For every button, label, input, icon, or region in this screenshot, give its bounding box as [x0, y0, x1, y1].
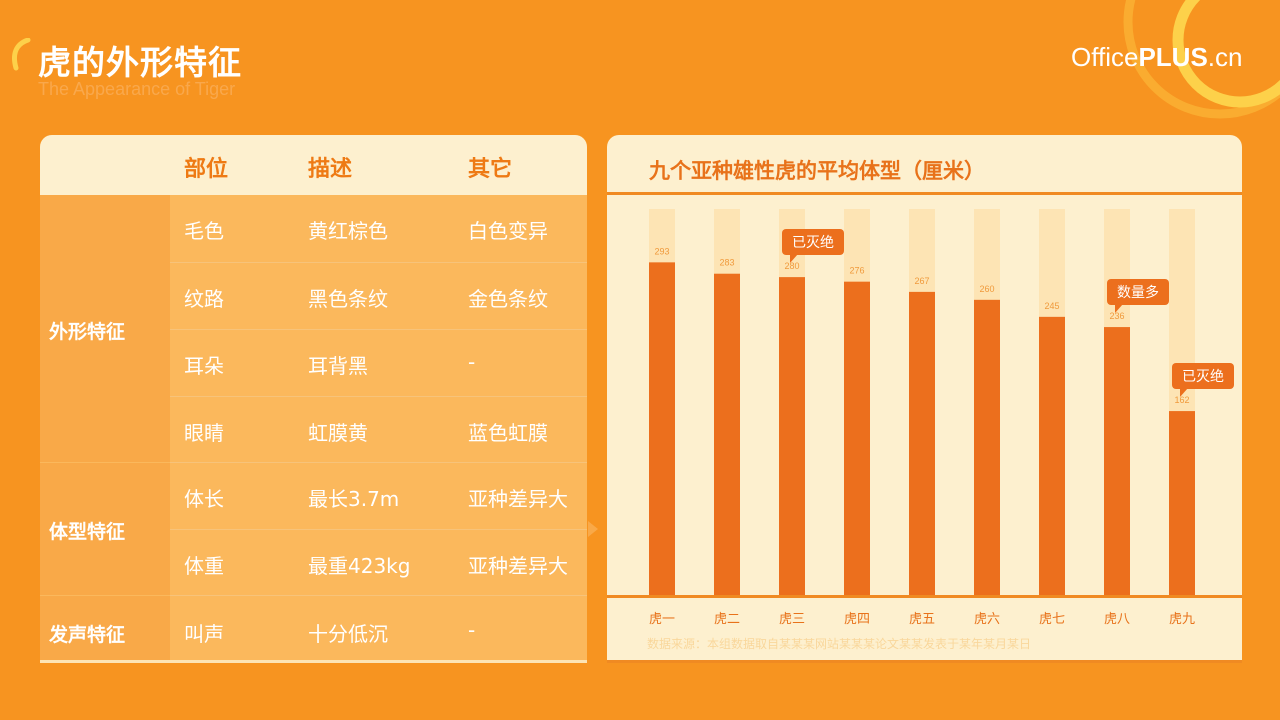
bar — [909, 291, 935, 595]
table-row: 耳朵 耳背黑 - — [170, 329, 587, 396]
category-label: 外形特征 — [49, 321, 126, 343]
category-body: 体型特征 — [40, 462, 170, 595]
cell-desc: 虹膜黄 — [308, 421, 368, 445]
table-row: 眼睛 虹膜黄 蓝色虹膜 — [170, 396, 587, 462]
x-tick-label: 虎七 — [1039, 612, 1065, 627]
brand-suffix: .cn — [1207, 42, 1243, 72]
cell-part: 耳朵 — [184, 354, 224, 378]
brand-logo[interactable]: OfficePLUS.cn — [1071, 42, 1242, 73]
x-tick-label: 虎五 — [909, 612, 935, 627]
data-label: 260 — [979, 284, 994, 294]
cell-other: - — [468, 618, 476, 642]
chart-title: 九个亚种雄性虎的平均体型（厘米） — [649, 159, 985, 183]
category-label: 发声特征 — [49, 624, 126, 646]
annotation-bubble: 已灭绝 — [1172, 363, 1234, 398]
data-label: 283 — [719, 258, 734, 268]
cell-desc: 十分低沉 — [308, 622, 388, 646]
page-title: 虎的外形特征 — [38, 43, 242, 82]
cell-other: 蓝色虹膜 — [468, 421, 548, 445]
chart-panel: 九个亚种雄性虎的平均体型（厘米） 293 虎一 283 虎二 280 虎三 276 虎四 267… — [607, 135, 1242, 663]
cell-part: 纹路 — [184, 287, 224, 311]
annotation-bubble: 数量多 — [1107, 279, 1169, 314]
cell-other: 亚种差异大 — [468, 554, 568, 578]
x-tick-label: 虎三 — [779, 612, 805, 627]
page-subtitle: The Appearance of Tiger — [38, 79, 236, 99]
category-label: 体型特征 — [49, 521, 126, 543]
chart-baseline — [607, 595, 1242, 598]
header-other: 其它 — [468, 157, 513, 182]
x-tick-label: 虎八 — [1104, 612, 1130, 627]
bar — [844, 281, 870, 595]
x-tick-label: 虎一 — [649, 612, 675, 627]
data-label: 245 — [1044, 301, 1059, 311]
bar — [649, 262, 675, 595]
data-label: 293 — [654, 246, 669, 256]
bar — [1104, 327, 1130, 595]
bar — [974, 299, 1000, 595]
bar-chart: 293 虎一 283 虎二 280 虎三 276 虎四 267 虎五 260 虎六 245 虎七 236 虎八… — [649, 209, 1195, 627]
category-voice: 发声特征 — [40, 595, 170, 660]
bar — [779, 277, 805, 595]
cell-part: 体长 — [184, 487, 224, 511]
arrow-icon — [588, 521, 598, 537]
header-part: 部位 — [184, 157, 229, 182]
data-label: 267 — [914, 276, 929, 286]
bar — [1169, 411, 1195, 595]
cell-other: 亚种差异大 — [468, 487, 568, 511]
x-tick-label: 虎四 — [844, 612, 870, 627]
x-tick-label: 虎二 — [714, 612, 740, 627]
bar — [1039, 316, 1065, 595]
data-label: 276 — [849, 266, 864, 276]
decorative-rings — [1123, 0, 1280, 119]
cell-desc: 耳背黑 — [308, 354, 368, 378]
cell-other: 金色条纹 — [468, 287, 548, 311]
x-tick-label: 虎九 — [1169, 612, 1195, 627]
data-label: 236 — [1109, 311, 1124, 321]
cell-desc: 黑色条纹 — [308, 287, 388, 311]
cell-desc: 黄红棕色 — [308, 219, 388, 243]
table-row: 体长 最长3.7m 亚种差异大 — [170, 462, 587, 529]
cell-part: 叫声 — [184, 622, 224, 646]
brand-prefix: Office — [1071, 42, 1139, 72]
annotation-bubble: 已灭绝 — [782, 229, 844, 264]
table-row: 体重 最重423kg 亚种差异大 — [170, 529, 587, 595]
x-tick-label: 虎六 — [974, 612, 1000, 627]
header-desc: 描述 — [308, 157, 353, 182]
feature-table: 部位 描述 其它 外形特征 体型特征 发声特征 毛色 黄红棕色 白色变异 纹路 … — [40, 135, 587, 663]
cell-other: 白色变异 — [468, 219, 548, 243]
cell-desc: 最长3.7m — [308, 487, 400, 511]
data-source-note: 数据来源：本组数据取自某某某网站某某某论文某某发表于某年某月某日 — [647, 637, 1032, 651]
cell-desc: 最重423kg — [308, 554, 411, 578]
cell-part: 体重 — [184, 554, 224, 578]
quote-mark-icon — [12, 38, 31, 71]
table-row: 纹路 黑色条纹 金色条纹 — [170, 262, 587, 329]
cell-other: - — [468, 350, 476, 374]
category-appearance: 外形特征 — [40, 195, 170, 462]
table-row: 毛色 黄红棕色 白色变异 — [170, 195, 587, 262]
data-label: 162 — [1174, 395, 1189, 405]
chart-top-rule — [607, 192, 1242, 195]
table-header: 部位 描述 其它 — [40, 135, 587, 195]
cell-part: 毛色 — [184, 219, 224, 243]
bar — [714, 273, 740, 595]
brand-bold: PLUS — [1138, 42, 1208, 72]
cell-part: 眼睛 — [184, 421, 224, 445]
table-row: 叫声 十分低沉 - — [170, 595, 587, 660]
data-label: 280 — [784, 261, 799, 271]
